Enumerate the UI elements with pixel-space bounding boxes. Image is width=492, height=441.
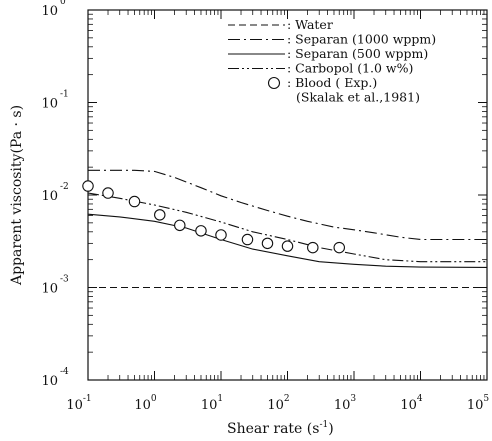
x-tick-label: 10-1 bbox=[66, 394, 91, 413]
x-tick-label: 101 bbox=[201, 394, 223, 413]
x-tick-exp: 3 bbox=[350, 394, 356, 404]
x-tick-label: 103 bbox=[334, 394, 357, 413]
legend-label: : Separan (500 wppm) bbox=[287, 46, 428, 61]
x-tick-exp: 4 bbox=[417, 394, 423, 404]
y-tick-label: 10 bbox=[41, 282, 58, 297]
y-tick-label: 10 bbox=[41, 97, 58, 112]
x-tick-base: 10 bbox=[134, 398, 151, 413]
series-line-solid bbox=[87, 213, 488, 268]
blood-data-point bbox=[215, 229, 227, 241]
blood-data-point bbox=[307, 241, 319, 254]
x-tick-base: 10 bbox=[267, 398, 284, 413]
x-axis-label-tail: ) bbox=[328, 421, 333, 437]
x-tick-base: 10 bbox=[66, 398, 83, 413]
x-axis-label-sup: -1 bbox=[319, 420, 328, 430]
blood-data-point bbox=[333, 241, 345, 254]
x-tick-base: 10 bbox=[467, 398, 484, 413]
axis-ticks: 10-1 100 101 102 103 104 10510-410-310-210-110… bbox=[41, 0, 489, 413]
blood-data-point bbox=[174, 219, 186, 232]
x-tick-label: 100 bbox=[134, 394, 157, 413]
x-tick-exp: -1 bbox=[83, 394, 92, 404]
x-tick-base: 10 bbox=[201, 398, 218, 413]
legend-label: : Separan (1000 wppm) bbox=[287, 32, 436, 47]
y-tick-exp: -3 bbox=[60, 275, 69, 285]
x-tick-base: 10 bbox=[334, 398, 351, 413]
legend-label: : Carbopol (1.0 w%) bbox=[287, 61, 413, 76]
x-axis-label-main: Shear rate (s bbox=[227, 421, 319, 437]
legend-label: : Blood ( Exp.) bbox=[287, 75, 377, 90]
x-tick-exp: 2 bbox=[284, 394, 290, 404]
blood-data-point bbox=[154, 209, 166, 221]
y-tick-label: 10 bbox=[41, 4, 58, 19]
y-tick-exp: -1 bbox=[60, 90, 69, 100]
y-tick-label: 10 bbox=[41, 189, 58, 204]
y-tick-exp: -2 bbox=[60, 182, 69, 192]
legend-marker bbox=[267, 76, 281, 90]
x-tick-label: 102 bbox=[267, 394, 289, 413]
blood-data-point bbox=[281, 240, 294, 252]
blood-data-point bbox=[102, 187, 114, 199]
y-axis-label: Apparent viscosity(Pa · s) bbox=[9, 105, 25, 286]
x-tick-label: 105 bbox=[467, 394, 490, 413]
series-line-dashdot bbox=[88, 169, 487, 241]
legend-note: (Skalak et al.,1981) bbox=[296, 90, 420, 105]
legend: : Water: Separan (1000 wppm): Separan (5… bbox=[228, 17, 436, 105]
legend-label: : Water bbox=[287, 17, 333, 32]
series-line-dashdotdot bbox=[87, 192, 487, 263]
x-tick-exp: 1 bbox=[217, 394, 223, 404]
series-layer bbox=[82, 169, 488, 289]
blood-data-point bbox=[195, 225, 207, 237]
x-axis-label: Shear rate (s-1) bbox=[227, 420, 334, 437]
y-tick-label: 10 bbox=[41, 374, 58, 389]
blood-data-point bbox=[261, 237, 274, 250]
blood-data-point bbox=[241, 233, 254, 246]
x-tick-label: 104 bbox=[400, 394, 423, 413]
x-tick-exp: 5 bbox=[483, 394, 489, 404]
y-tick-exp: -4 bbox=[60, 367, 69, 377]
y-tick-exp: 0 bbox=[60, 0, 66, 7]
x-tick-base: 10 bbox=[400, 398, 417, 413]
x-tick-exp: 0 bbox=[151, 394, 157, 404]
blood-data-point bbox=[82, 180, 94, 192]
blood-data-point bbox=[128, 195, 141, 208]
